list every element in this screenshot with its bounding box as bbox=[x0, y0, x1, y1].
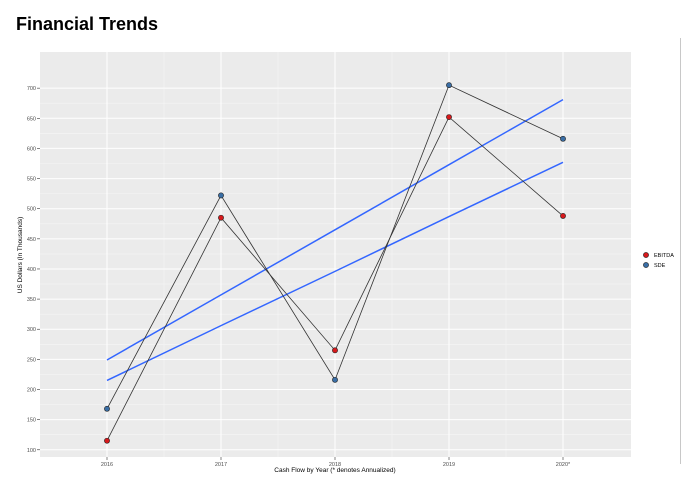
x-axis-title: Cash Flow by Year (* denotes Annualized) bbox=[274, 467, 395, 474]
x-tick-labels: 2016 2017 2018 2019 2020* bbox=[101, 457, 571, 468]
y-tick-label: 450 bbox=[27, 237, 36, 243]
data-point-sde bbox=[446, 82, 452, 89]
data-point-ebitda bbox=[218, 214, 224, 221]
legend: EBITDA SDE bbox=[643, 252, 674, 269]
y-tick-label: 300 bbox=[27, 327, 36, 333]
y-tick-label: 400 bbox=[27, 267, 36, 273]
data-point-sde bbox=[560, 135, 566, 142]
y-tick-label: 100 bbox=[27, 448, 36, 454]
y-tick-label: 250 bbox=[27, 357, 36, 363]
y-tick-label: 150 bbox=[27, 418, 36, 424]
y-tick-label: 350 bbox=[27, 297, 36, 303]
legend-label-sde: SDE bbox=[654, 263, 666, 269]
legend-label-ebitda: EBITDA bbox=[654, 253, 674, 259]
y-tick-labels: 100 150 200 250 300 350 400 450 500 550 600 650 700 bbox=[27, 86, 40, 454]
data-point-ebitda bbox=[332, 347, 338, 354]
legend-key-sde bbox=[643, 262, 649, 268]
y-tick-label: 700 bbox=[27, 86, 36, 92]
y-tick-label: 600 bbox=[27, 146, 36, 152]
trend-lines bbox=[106, 98, 564, 382]
legend-key-ebitda bbox=[643, 252, 649, 258]
data-point-sde bbox=[104, 405, 110, 412]
data-point-ebitda bbox=[560, 213, 566, 219]
y-axis-title: US Dollars (In Thousands) bbox=[17, 217, 24, 293]
x-tick-label: 2018 bbox=[329, 462, 341, 468]
y-tick-label: 200 bbox=[27, 388, 36, 394]
page-title: Financial Trends bbox=[16, 14, 159, 34]
y-tick-label: 550 bbox=[27, 177, 36, 183]
x-tick-label: 2016 bbox=[101, 462, 113, 468]
y-tick-label: 650 bbox=[27, 116, 36, 122]
data-point-ebitda bbox=[446, 114, 452, 120]
x-tick-label: 2017 bbox=[215, 462, 227, 468]
divider bbox=[680, 38, 681, 464]
x-tick-label: 2019 bbox=[443, 462, 455, 468]
x-tick-label: 2020* bbox=[556, 462, 571, 468]
data-point-sde bbox=[218, 192, 224, 199]
y-tick-label: 500 bbox=[27, 207, 36, 213]
grid-lines bbox=[40, 52, 631, 457]
trend-line-ebitda bbox=[106, 161, 564, 382]
data-points bbox=[104, 82, 566, 444]
data-point-ebitda bbox=[104, 437, 110, 444]
trend-line-sde bbox=[106, 98, 564, 361]
data-point-sde bbox=[332, 376, 338, 383]
